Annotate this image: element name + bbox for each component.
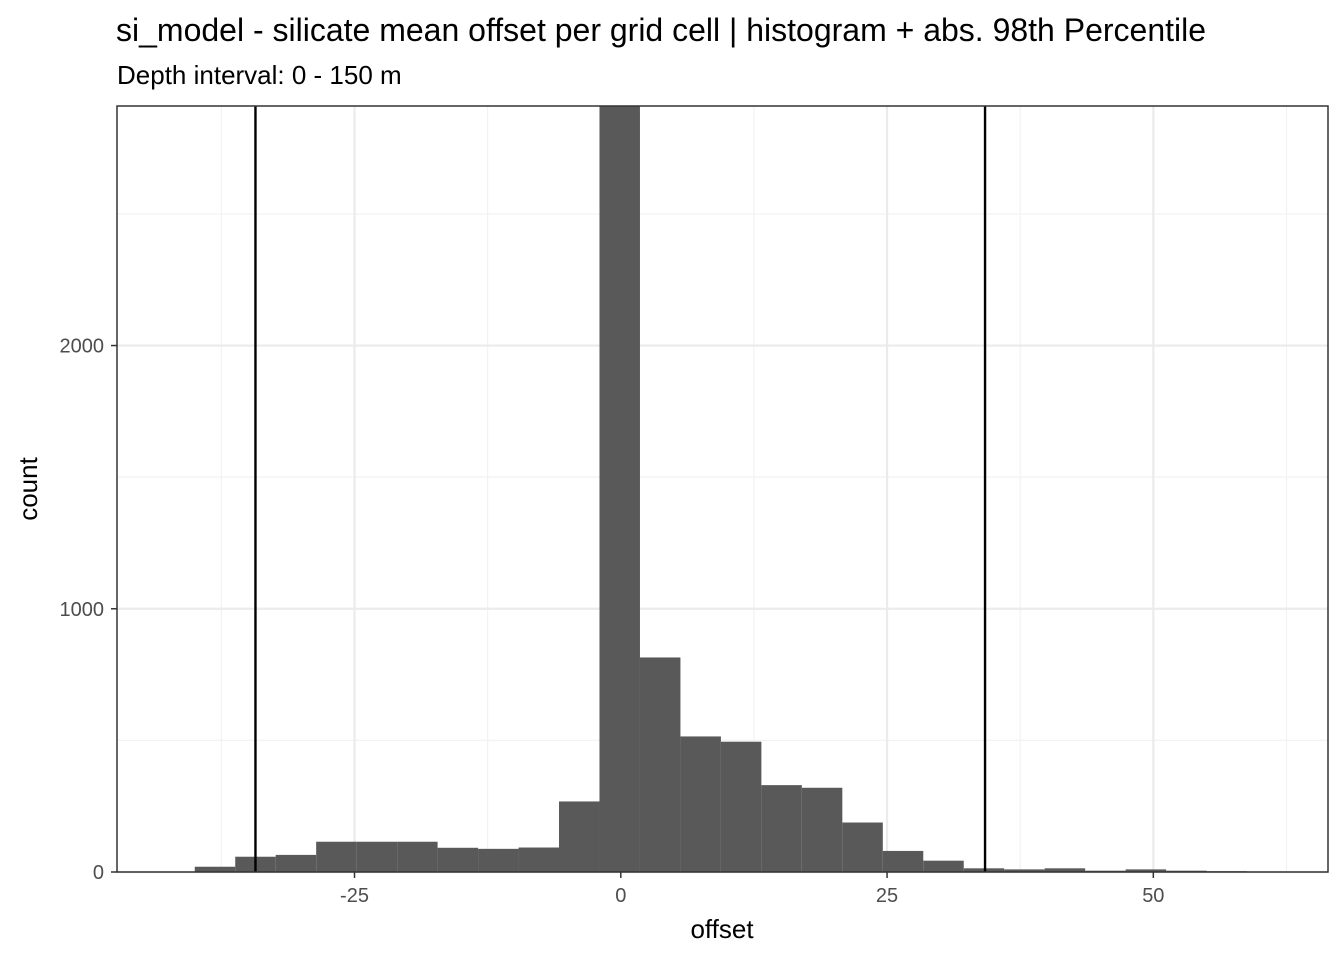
- histogram-bar: [720, 741, 762, 872]
- x-tick-label: 25: [876, 885, 898, 907]
- x-tick-label: 50: [1142, 885, 1164, 907]
- percentile-lines: [254, 106, 987, 872]
- histogram-bar: [761, 785, 802, 872]
- histogram-bar: [1004, 869, 1045, 872]
- chart-subtitle: Depth interval: 0 - 150 m: [117, 60, 402, 90]
- x-tick-label: 0: [615, 885, 626, 907]
- histogram-bar: [842, 822, 883, 872]
- y-axis-title: count: [13, 456, 43, 520]
- histogram-bar: [599, 106, 640, 872]
- y-tick-label: 1000: [60, 599, 105, 621]
- histogram-bar: [559, 801, 600, 872]
- histogram-bar: [680, 736, 721, 872]
- histogram-bar: [275, 854, 317, 872]
- histogram-bar: [478, 848, 519, 872]
- chart-title: si_model - silicate mean offset per grid…: [116, 12, 1206, 48]
- histogram-bar: [356, 841, 398, 872]
- histogram-bar: [882, 850, 924, 872]
- histogram-bar: [397, 841, 438, 872]
- histogram-bar: [923, 860, 964, 872]
- histogram-bar: [1125, 869, 1167, 872]
- panel-border: [116, 105, 1329, 873]
- y-tick-label: 2000: [60, 336, 105, 358]
- x-axis-title: offset: [690, 914, 754, 944]
- histogram-bar: [1044, 868, 1086, 872]
- histogram-bar: [316, 841, 357, 872]
- histogram-bar: [639, 657, 681, 872]
- histogram-bar: [194, 866, 236, 872]
- histogram-bar: [801, 787, 843, 872]
- x-tick-label: -25: [340, 885, 369, 907]
- histogram-bar: [518, 847, 560, 872]
- histogram-bar: [437, 847, 479, 872]
- histogram-bars: [194, 106, 1248, 872]
- y-tick-label: 0: [93, 862, 104, 884]
- axes: -25 0 25 50 0 1000 2000: [60, 336, 1165, 907]
